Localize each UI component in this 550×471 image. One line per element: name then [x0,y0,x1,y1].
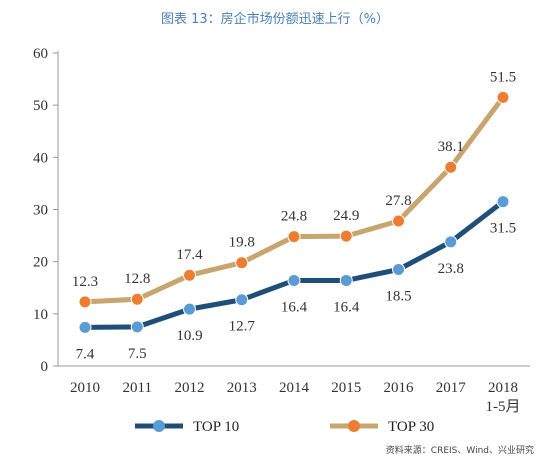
data-point [339,273,353,287]
data-point [183,302,196,316]
x-tick-label: 2012 [175,380,205,396]
data-point [78,320,92,334]
chart-title: 图表 13：房企市场份额迅速上行（%） [160,12,390,27]
legend-label: TOP 10 [193,419,239,435]
x-tick-label: 2017 [436,380,467,396]
data-point [339,229,353,243]
x-tick-label: 2018 [488,380,518,396]
data-label: 24.9 [333,208,359,224]
source-note: 资料来源：CREIS、Wind、兴业研究 [385,446,534,456]
data-point [444,235,458,249]
data-point [287,230,301,244]
data-label: 17.4 [176,247,203,263]
data-label: 7.4 [76,346,95,362]
legend-label: TOP 30 [388,419,434,435]
data-label: 23.8 [438,261,464,277]
data-point [392,214,405,228]
legend-marker [348,420,360,432]
data-label: 10.9 [176,328,202,344]
legend-marker [153,420,165,432]
data-label: 18.5 [385,288,411,304]
data-label: 27.8 [385,193,411,209]
x-tick-label: 2015 [331,380,361,396]
data-label: 24.8 [281,209,307,225]
y-tick-label: 30 [33,203,48,219]
data-point [287,273,301,287]
x-tick-label: 2010 [70,380,100,396]
y-tick-label: 20 [33,255,48,271]
data-point [496,195,510,209]
data-point [496,90,510,104]
x-tick-label: 1-5月 [486,399,521,415]
y-tick-label: 60 [33,46,48,62]
data-label: 19.8 [229,235,255,251]
data-point [183,268,196,282]
y-tick-label: 50 [33,98,48,114]
data-label: 16.4 [281,299,308,315]
data-point [392,262,405,276]
data-point [444,160,458,174]
data-label: 7.5 [128,346,147,362]
data-point [235,256,249,270]
data-label: 12.3 [72,274,98,290]
data-label: 38.1 [438,139,464,155]
x-tick-label: 2013 [227,380,257,396]
data-label: 31.5 [490,221,516,237]
y-tick-label: 0 [41,359,49,375]
x-tick-label: 2014 [279,380,310,396]
data-point [235,293,249,307]
data-label: 12.8 [124,271,150,287]
x-tick-label: 2011 [123,380,152,396]
x-tick-label: 2016 [384,380,415,396]
data-label: 51.5 [490,69,516,85]
data-label: 12.7 [229,319,256,335]
data-point [130,292,144,306]
data-point [78,295,92,309]
y-tick-label: 40 [33,150,48,166]
data-label: 16.4 [333,299,360,315]
data-point [130,320,144,334]
y-tick-label: 10 [33,307,48,323]
